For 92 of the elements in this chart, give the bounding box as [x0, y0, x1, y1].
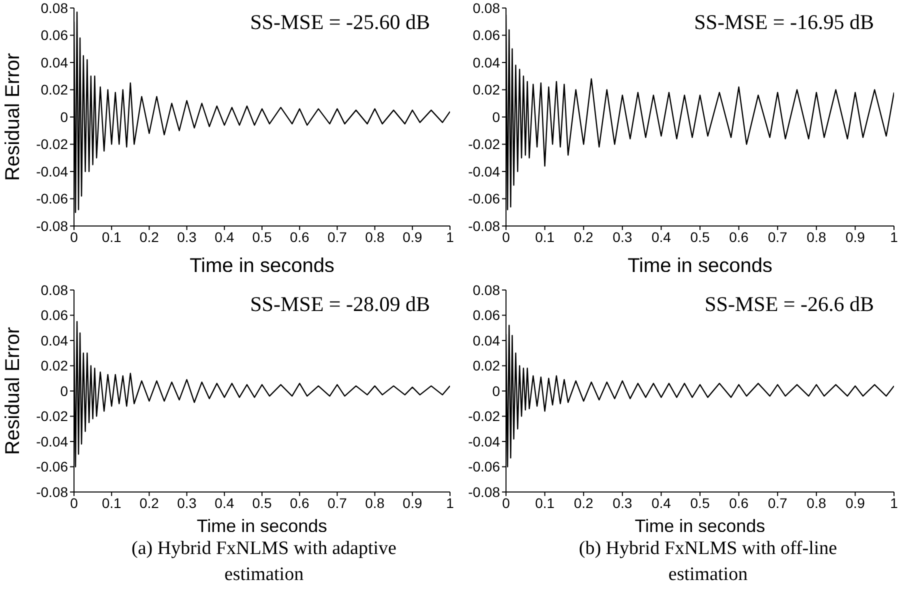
y-tick-label: -0.02 — [36, 136, 68, 152]
x-tick-label: 0.7 — [327, 494, 348, 511]
y-tick-label: -0.06 — [36, 458, 68, 475]
y-tick-label: -0.04 — [468, 163, 500, 180]
y-tick-label: 0.06 — [472, 307, 500, 324]
x-tick-label: 0 — [502, 494, 510, 511]
y-tick-label: 0.04 — [40, 54, 68, 70]
y-tick-label: -0.04 — [36, 163, 68, 180]
x-axis-title: Time in seconds — [190, 255, 334, 277]
y-tick-label: 0.06 — [40, 307, 68, 324]
x-tick-label: 0 — [502, 228, 510, 245]
x-tick-label: 0.8 — [806, 228, 826, 245]
y-tick-label: -0.02 — [468, 408, 500, 424]
y-tick-label: 0 — [492, 108, 500, 125]
x-tick-label: 0.9 — [402, 228, 422, 245]
y-tick-label: 0 — [492, 382, 500, 399]
x-tick-label: 0.9 — [845, 228, 866, 245]
x-tick-label: 0.6 — [290, 228, 310, 245]
x-axis-title: Time in seconds — [196, 516, 328, 536]
y-tick-label: 0.08 — [40, 0, 68, 16]
y-axis-title: Residual Error — [2, 326, 24, 455]
y-tick-label: 0.02 — [472, 358, 500, 374]
y-tick-label: 0 — [60, 108, 68, 125]
x-tick-label: 0.2 — [139, 228, 160, 245]
x-tick-label: 0.9 — [845, 494, 866, 511]
x-tick-label: 0.2 — [139, 494, 160, 511]
y-tick-label: 0.02 — [40, 358, 68, 374]
x-tick-label: 0.1 — [535, 228, 555, 245]
x-tick-label: 0.3 — [612, 228, 632, 245]
annotation: SS-MSE = -26.6 dB — [704, 292, 874, 317]
x-tick-label: 0.7 — [768, 228, 788, 245]
annotation: SS-MSE = -28.09 dB — [250, 292, 430, 317]
x-tick-label: 0.2 — [574, 228, 594, 245]
y-axis-title: Residual Error — [2, 52, 24, 181]
y-tick-label: -0.06 — [468, 458, 500, 475]
x-tick-label: 0.4 — [214, 494, 234, 511]
x-tick-label: 0.7 — [768, 494, 788, 511]
y-tick-label: 0.04 — [472, 332, 500, 348]
x-tick-label: 0.6 — [729, 228, 749, 245]
x-tick-label: 0.6 — [729, 494, 749, 511]
x-tick-label: 0.9 — [402, 494, 422, 511]
x-tick-label: 0.1 — [535, 494, 555, 511]
x-tick-label: 0.8 — [365, 228, 385, 245]
x-tick-label: 0.4 — [651, 494, 672, 511]
y-tick-label: 0.08 — [472, 0, 500, 16]
y-tick-label: 0.06 — [472, 27, 500, 44]
x-axis-title: Time in seconds — [628, 255, 772, 277]
y-tick-label: -0.08 — [468, 218, 500, 234]
x-tick-label: 0.5 — [690, 228, 710, 245]
x-tick-label: 0.4 — [214, 228, 234, 245]
x-tick-label: 1 — [446, 228, 454, 245]
text: (b) Hybrid FxNLMS with off-line estimation — [578, 537, 838, 587]
y-tick-label: 0 — [60, 382, 68, 399]
x-tick-label: 0.1 — [102, 228, 122, 245]
x-tick-label: 0.8 — [806, 494, 826, 511]
x-tick-label: 0.3 — [177, 228, 197, 245]
y-tick-label: -0.04 — [36, 433, 68, 450]
y-tick-label: -0.06 — [36, 190, 68, 207]
y-tick-label: -0.08 — [36, 484, 68, 500]
x-tick-label: 0.1 — [102, 494, 122, 511]
annotation: SS-MSE = -16.95 dB — [694, 10, 874, 35]
x-tick-label: 1 — [890, 228, 898, 245]
y-tick-label: -0.04 — [468, 433, 500, 450]
y-tick-label: -0.08 — [36, 218, 68, 234]
x-tick-label: 0.4 — [651, 228, 672, 245]
x-tick-label: 0.2 — [574, 494, 594, 511]
x-tick-label: 0 — [70, 494, 78, 511]
x-axis-title: Time in seconds — [634, 516, 766, 536]
y-tick-label: 0.08 — [40, 282, 68, 298]
x-tick-label: 0.5 — [252, 494, 272, 511]
annotation: SS-MSE = -25.60 dB — [250, 10, 430, 35]
x-tick-label: 1 — [446, 494, 454, 511]
x-tick-label: 0.7 — [327, 228, 348, 245]
y-tick-label: 0.04 — [40, 332, 68, 348]
x-tick-label: 0.6 — [290, 494, 310, 511]
y-tick-label: -0.08 — [468, 484, 500, 500]
y-tick-label: -0.02 — [468, 136, 500, 152]
text: (a) Hybrid FxNLMS with adaptive estimation — [130, 537, 398, 587]
y-tick-label: 0.04 — [472, 54, 500, 70]
x-tick-label: 0.3 — [612, 494, 632, 511]
y-tick-label: 0.02 — [472, 82, 500, 98]
y-tick-label: -0.02 — [36, 408, 68, 424]
x-tick-label: 0.8 — [365, 494, 385, 511]
y-tick-label: 0.02 — [40, 82, 68, 98]
x-tick-label: 0.5 — [690, 494, 710, 511]
y-tick-label: 0.06 — [40, 27, 68, 44]
x-tick-label: 1 — [890, 494, 898, 511]
y-tick-label: -0.06 — [468, 190, 500, 207]
x-tick-label: 0.5 — [252, 228, 272, 245]
x-tick-label: 0 — [70, 228, 78, 245]
y-tick-label: 0.08 — [472, 282, 500, 298]
x-tick-label: 0.3 — [177, 494, 197, 511]
